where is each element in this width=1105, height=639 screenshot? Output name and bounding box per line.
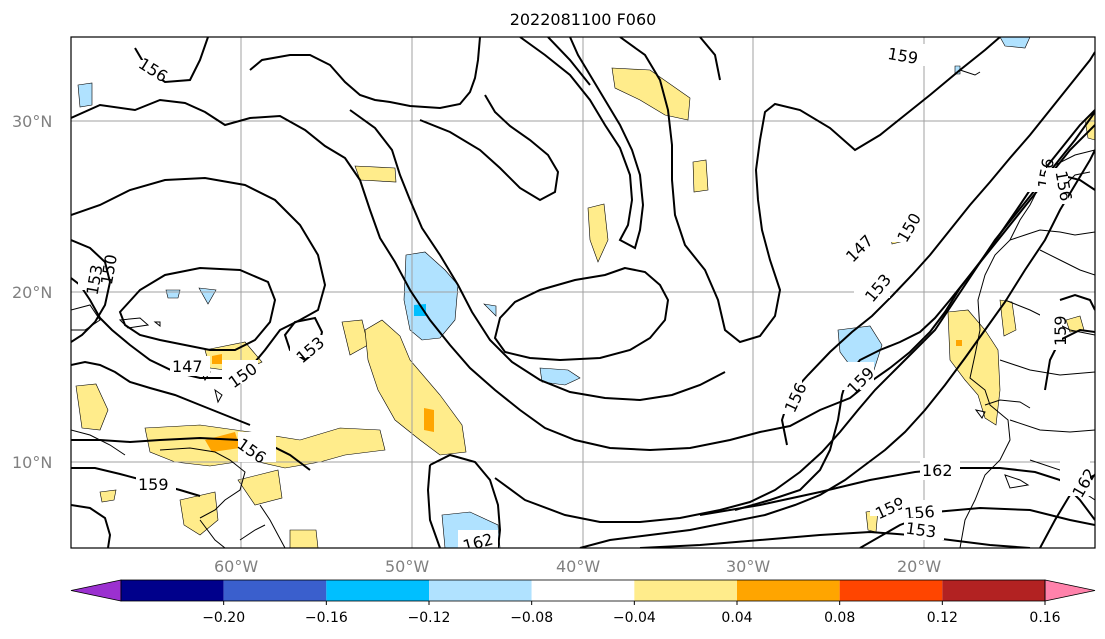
contour-label: 147 [172, 357, 203, 376]
contour-label: 162 [922, 461, 953, 480]
lon-label-50w: 50°W [385, 557, 429, 576]
contour-label: 159 [138, 475, 169, 494]
colorbar-swatch [737, 580, 840, 601]
strong-negative-shading [414, 304, 426, 316]
colorbar-tick-label: 0.04 [721, 610, 752, 626]
negative-anomaly-shading [77, 37, 1031, 548]
lat-label-10n: 10°N [12, 453, 52, 472]
colorbar-tick-label: 0.08 [824, 610, 855, 626]
contour-label: 153 [905, 519, 938, 542]
colorbar-swatch [942, 580, 1045, 601]
colorbar-swatch [429, 580, 532, 601]
colorbar-swatch [121, 580, 224, 601]
colorbar-swatch [634, 580, 737, 601]
lon-label-60w: 60°W [214, 557, 258, 576]
colorbar-tick-label: −0.16 [305, 610, 348, 626]
colorbar-swatch [326, 580, 429, 601]
coastlines [71, 69, 1095, 548]
colorbar-tick-label: 0.16 [1029, 610, 1060, 626]
contour-label: 159 [1051, 315, 1070, 346]
colorbar-tick-label: −0.04 [613, 610, 656, 626]
contour-label: 162 [461, 529, 495, 555]
colorbar-tick-label: −0.08 [510, 610, 553, 626]
colorbar: −0.20 −0.16 −0.12 −0.08 −0.04 0.04 0.08 0.12 0.1… [70, 579, 1096, 626]
map-title: 2022081100 F060 [509, 10, 657, 29]
lat-label-20n: 20°N [12, 283, 52, 302]
lon-label-20w: 20°W [897, 557, 941, 576]
lon-label-40w: 40°W [556, 557, 600, 576]
lat-label-30n: 30°N [12, 112, 52, 131]
latitude-labels: 30°N 20°N 10°N [12, 112, 52, 472]
colorbar-tick-label: −0.20 [202, 610, 245, 626]
contour-labels: 156 153 150 147 150 153 147 150 153 156 … [78, 44, 1095, 555]
colorbar-tick-label: 0.12 [927, 610, 958, 626]
colorbar-extend-high [1044, 579, 1096, 602]
lon-label-30w: 30°W [726, 557, 770, 576]
colorbar-swatch [223, 580, 327, 601]
longitude-labels: 60°W 50°W 40°W 30°W 20°W [214, 557, 941, 576]
positive-anomaly-shading [75, 67, 1095, 548]
colorbar-tick-label: −0.12 [408, 610, 451, 626]
colorbar-swatch [531, 580, 635, 601]
colorbar-extend-low [70, 579, 122, 602]
colorbar-swatch [839, 580, 943, 601]
